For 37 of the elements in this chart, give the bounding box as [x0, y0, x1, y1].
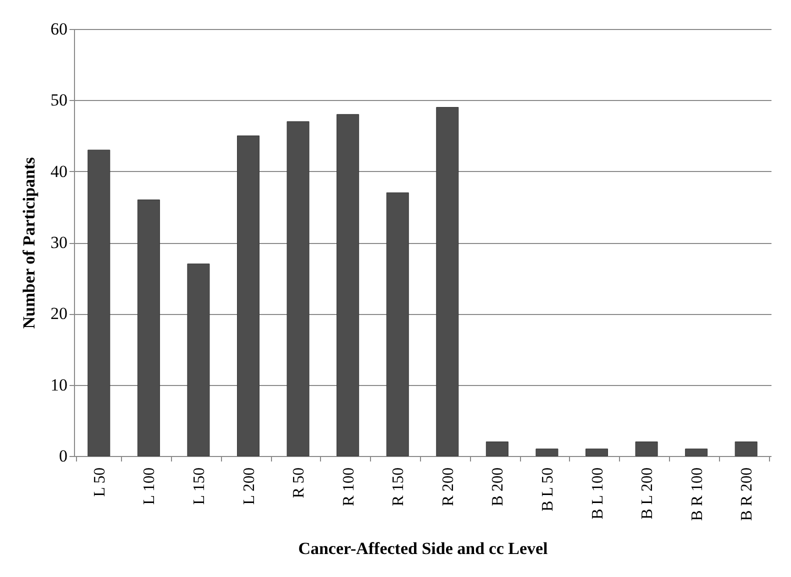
bar: [286, 121, 310, 456]
x-tick-label: B R 100: [688, 468, 706, 521]
bar: [734, 442, 758, 456]
bar: [386, 192, 409, 456]
bar: [237, 136, 260, 456]
bar: [486, 442, 508, 456]
x-tick-label: L 200: [240, 468, 258, 505]
x-tick-label: B 200: [490, 468, 507, 506]
x-tick-label: B L 200: [639, 468, 656, 520]
bar: [586, 448, 608, 456]
bar: [436, 107, 459, 456]
y-tick-label: 40: [50, 162, 68, 181]
x-tick-label: R 150: [390, 468, 408, 506]
x-tick-label: L 50: [91, 468, 108, 497]
y-tick-label: 60: [50, 20, 68, 38]
bar: [137, 200, 160, 456]
x-tick-label: L 100: [141, 468, 158, 505]
bar: [635, 442, 658, 456]
bar: [336, 114, 360, 456]
bar: [88, 150, 110, 456]
x-tick-label: L 150: [190, 468, 208, 505]
y-tick-label: 30: [50, 233, 68, 252]
x-tick-label: R 50: [290, 468, 308, 498]
y-tick-label: 50: [50, 90, 68, 110]
y-tick-label: 0: [59, 446, 68, 466]
y-tick-label: 10: [50, 375, 68, 394]
y-axis-title: Number of Participants: [20, 156, 38, 329]
x-tick-label: B R 200: [738, 468, 756, 521]
x-tick-label: R 200: [440, 468, 457, 506]
x-tick-label: B L 100: [589, 468, 606, 520]
bar: [685, 448, 708, 456]
x-axis-title: Cancer-Affected Side and cc Level: [298, 538, 548, 558]
bar: [536, 448, 558, 456]
x-tick-label: R 100: [340, 468, 358, 506]
x-tick-label: B L 50: [539, 468, 556, 512]
y-tick-label: 20: [50, 304, 68, 324]
bar: [187, 264, 210, 456]
